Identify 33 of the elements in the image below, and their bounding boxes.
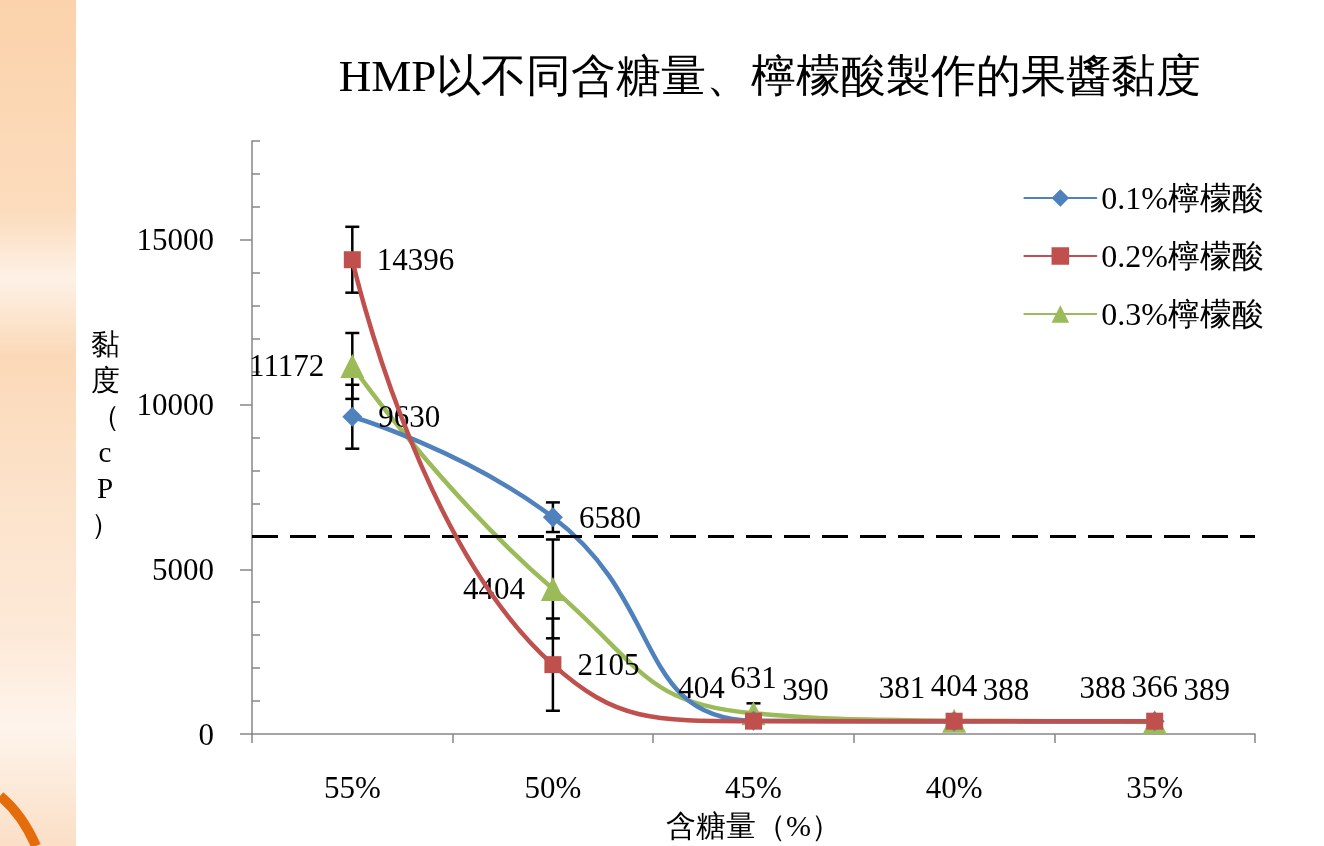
data-label: 389 bbox=[1183, 671, 1230, 707]
data-label: 390 bbox=[782, 671, 829, 707]
x-tick-label: 40% bbox=[925, 770, 983, 805]
x-axis-title: 含糖量（%） bbox=[666, 808, 841, 842]
data-label: 11172 bbox=[249, 348, 325, 384]
legend-label: 0.3%檸檬酸 bbox=[1101, 296, 1264, 332]
data-label: 6580 bbox=[578, 499, 641, 535]
point bbox=[544, 656, 562, 674]
x-tick-label: 45% bbox=[725, 770, 782, 805]
legend-label: 0.1%檸檬酸 bbox=[1101, 180, 1264, 216]
data-label: 631 bbox=[730, 660, 777, 696]
data-label: 388 bbox=[982, 671, 1030, 707]
point bbox=[340, 353, 365, 378]
data-label: 388 bbox=[1079, 670, 1126, 706]
x-tick-label: 35% bbox=[1126, 770, 1184, 805]
y-tick-label: 5000 bbox=[152, 551, 214, 587]
legend-label: 0.2%檸檬酸 bbox=[1101, 238, 1264, 274]
point bbox=[542, 507, 563, 528]
y-tick-label: 15000 bbox=[136, 222, 214, 258]
data-label: 404 bbox=[930, 667, 978, 703]
point bbox=[342, 406, 363, 427]
chart-title: HMP以不同含糖量、檸檬酸製作的果醬黏度 bbox=[338, 50, 1202, 101]
x-tick-label: 50% bbox=[524, 770, 582, 805]
y-tick-label: 10000 bbox=[136, 387, 214, 423]
y-tick-label: 0 bbox=[198, 716, 214, 752]
data-label: 381 bbox=[878, 670, 926, 706]
y-axis-title: 黏度（cP） bbox=[90, 327, 120, 542]
data-label: 14396 bbox=[376, 242, 455, 278]
point bbox=[343, 251, 361, 269]
data-label: 404 bbox=[678, 669, 726, 705]
point bbox=[540, 576, 565, 601]
data-label: 366 bbox=[1131, 668, 1178, 704]
x-tick-label: 55% bbox=[323, 770, 381, 805]
